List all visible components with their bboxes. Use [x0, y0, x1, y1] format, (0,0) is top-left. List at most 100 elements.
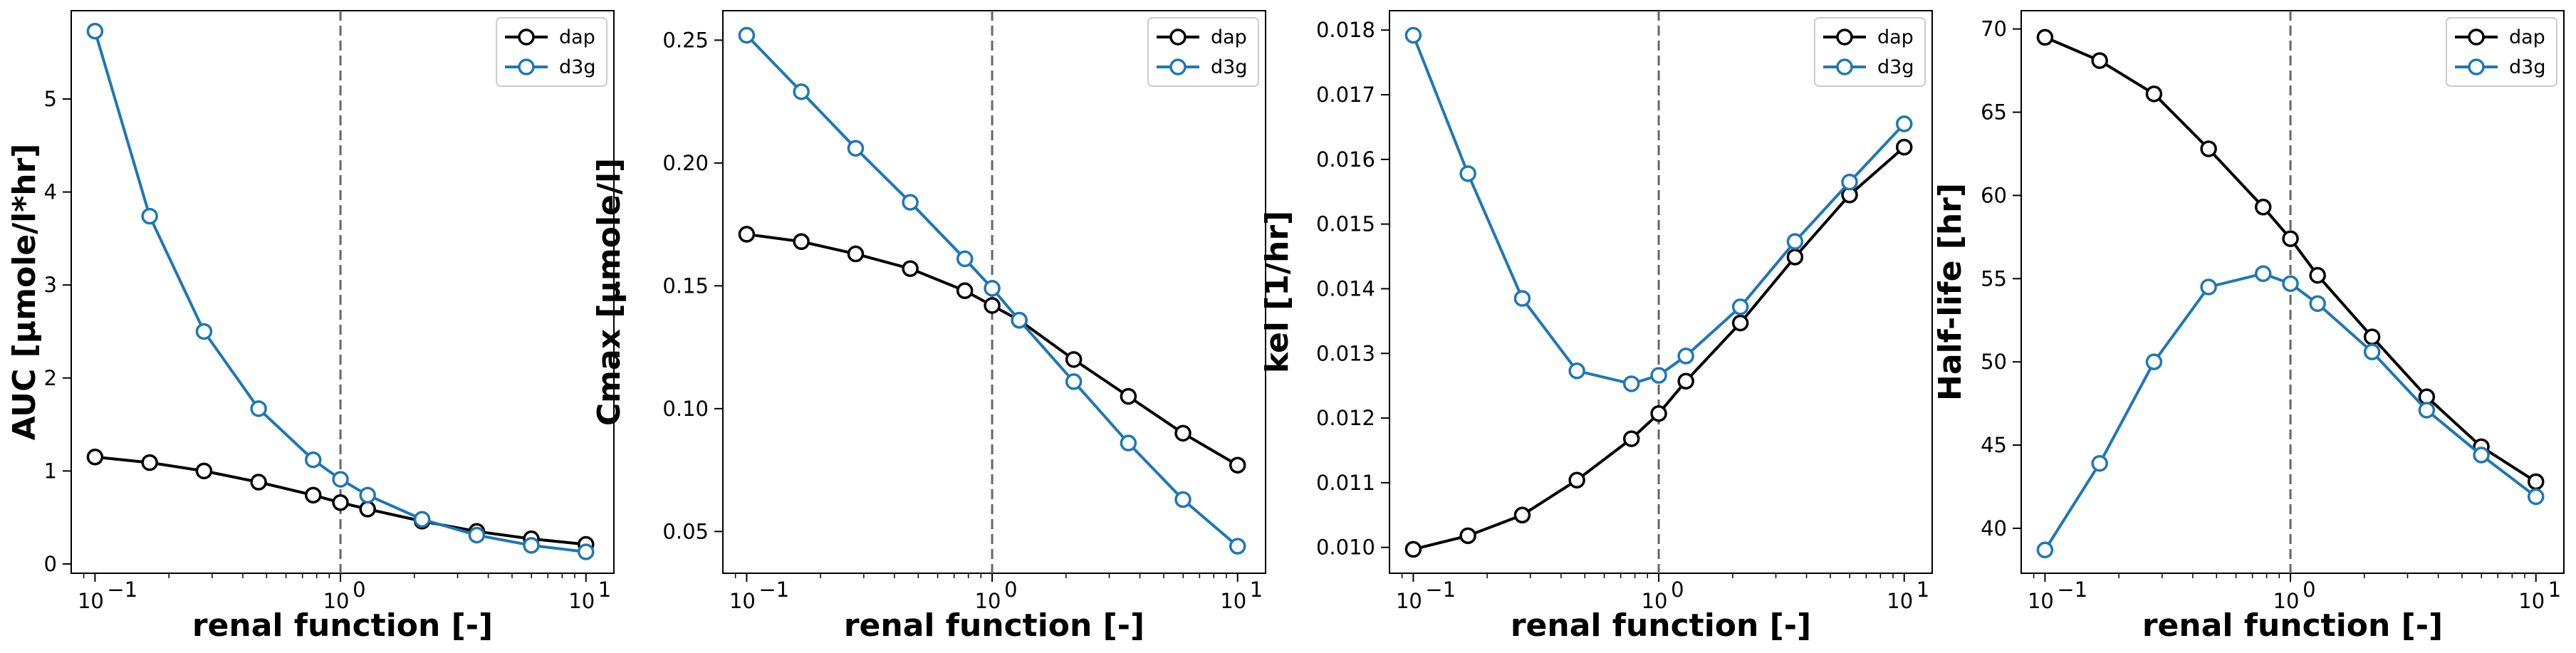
data-point-dap — [195, 462, 213, 480]
chart-panel-3: 10 −1 10 0 10 10.0100.0110.0120.0130.0140.015… — [1259, 10, 1933, 644]
x-tick-exponent: 0 — [1004, 578, 1017, 602]
data-point-d3g — [2527, 488, 2545, 506]
data-point-d3g — [2200, 278, 2217, 296]
data-point-dap — [2036, 28, 2054, 46]
data-point-d3g — [1120, 434, 1137, 451]
data-point-d3g — [195, 323, 213, 340]
x-tick-exponent: −1 — [2057, 578, 2087, 602]
y-tick-label: 2 — [44, 366, 57, 390]
data-point-d3g — [413, 511, 431, 528]
x-tick-label: 10 — [1396, 589, 1422, 613]
data-point-d3g — [2473, 446, 2490, 464]
data-point-dap — [359, 501, 376, 518]
data-point-dap — [847, 245, 865, 263]
data-point-dap — [1120, 387, 1137, 405]
data-point-d3g — [1622, 375, 1640, 392]
data-point-d3g — [1841, 173, 1858, 191]
y-tick-label: 0.015 — [1316, 212, 1375, 236]
plot-frame — [2020, 10, 2565, 574]
data-point-dap — [1459, 527, 1476, 545]
data-point-d3g — [956, 250, 974, 268]
y-tick-label: 0.05 — [662, 519, 709, 543]
y-tick-label: 3 — [44, 273, 57, 297]
y-tick-label: 40 — [1981, 516, 2007, 540]
x-axis-label: renal function [-] — [2142, 607, 2443, 644]
y-tick-label: 0.018 — [1316, 18, 1375, 42]
legend-label: dap — [1211, 26, 1247, 48]
data-point-d3g — [793, 83, 810, 100]
data-point-dap — [1568, 471, 1585, 489]
y-axis-label: AUC [µmole/l*hr] — [6, 144, 43, 441]
data-point-d3g — [1174, 491, 1191, 508]
y-tick-label: 70 — [1981, 17, 2007, 41]
legend-label: d3g — [1877, 56, 1914, 78]
data-point-dap — [1065, 351, 1083, 368]
x-tick-exponent: 1 — [598, 578, 611, 602]
legend-swatch-marker — [1169, 28, 1187, 46]
data-point-dap — [738, 226, 756, 243]
legend-label: dap — [2509, 26, 2545, 48]
x-tick-label: 10 — [2273, 589, 2300, 613]
y-tick-label: 1 — [44, 459, 57, 483]
data-point-dap — [1513, 506, 1531, 524]
data-point-dap — [984, 297, 1001, 314]
data-point-dap — [332, 494, 349, 511]
data-point-d3g — [902, 194, 919, 211]
x-tick-label: 10 — [2518, 589, 2545, 613]
data-point-dap — [1174, 424, 1191, 442]
data-point-dap — [1895, 138, 1913, 156]
data-point-d3g — [1513, 290, 1531, 307]
data-point-d3g — [2282, 275, 2299, 293]
y-tick-label: 55 — [1981, 266, 2007, 291]
data-point-dap — [1622, 430, 1640, 447]
x-tick-label: 10 — [1220, 589, 1246, 613]
data-point-d3g — [304, 451, 322, 469]
data-point-d3g — [1065, 373, 1083, 390]
y-tick-label: 45 — [1981, 433, 2007, 457]
x-tick-exponent: 0 — [353, 578, 365, 602]
data-point-dap — [902, 260, 919, 277]
data-point-d3g — [1895, 115, 1913, 132]
data-point-d3g — [86, 22, 104, 40]
data-point-dap — [2282, 230, 2299, 247]
x-tick-label: 10 — [78, 589, 104, 613]
data-point-dap — [141, 454, 158, 471]
x-tick-label: 10 — [323, 589, 350, 613]
legend-label: dap — [559, 26, 595, 48]
x-axis-label: renal function [-] — [1511, 607, 1811, 644]
data-point-dap — [956, 282, 974, 300]
y-axis-label: Half-life [hr] — [1932, 183, 1968, 401]
data-point-dap — [2145, 85, 2163, 103]
data-point-d3g — [1568, 362, 1585, 380]
data-point-dap — [250, 474, 267, 491]
data-point-d3g — [2418, 402, 2436, 419]
legend-swatch-marker — [1836, 28, 1853, 46]
y-tick-label: 0.010 — [1316, 536, 1375, 560]
y-tick-label: 0.10 — [662, 397, 709, 421]
data-point-d3g — [1786, 233, 1804, 250]
data-point-d3g — [1229, 538, 1246, 555]
legend-swatch-marker — [1836, 58, 1853, 75]
legend-swatch-marker — [2468, 28, 2485, 46]
y-tick-label: 65 — [1981, 100, 2007, 125]
data-point-dap — [1786, 249, 1804, 266]
data-point-dap — [304, 486, 322, 504]
x-tick-label: 10 — [729, 589, 756, 613]
y-tick-label: 0.15 — [662, 273, 709, 298]
data-point-d3g — [577, 543, 595, 560]
x-tick-label: 10 — [1887, 589, 1913, 613]
y-tick-label: 0.013 — [1316, 341, 1375, 365]
data-point-d3g — [359, 486, 376, 504]
y-tick-label: 0.25 — [662, 28, 709, 52]
data-point-d3g — [1677, 348, 1694, 365]
y-tick-label: 60 — [1981, 183, 2007, 207]
x-tick-label: 10 — [2028, 589, 2054, 613]
y-tick-label: 0 — [44, 552, 57, 576]
data-point-dap — [1677, 372, 1694, 390]
legend-label: d3g — [2509, 56, 2545, 78]
legend-label: dap — [1877, 26, 1914, 48]
data-point-d3g — [738, 26, 756, 44]
